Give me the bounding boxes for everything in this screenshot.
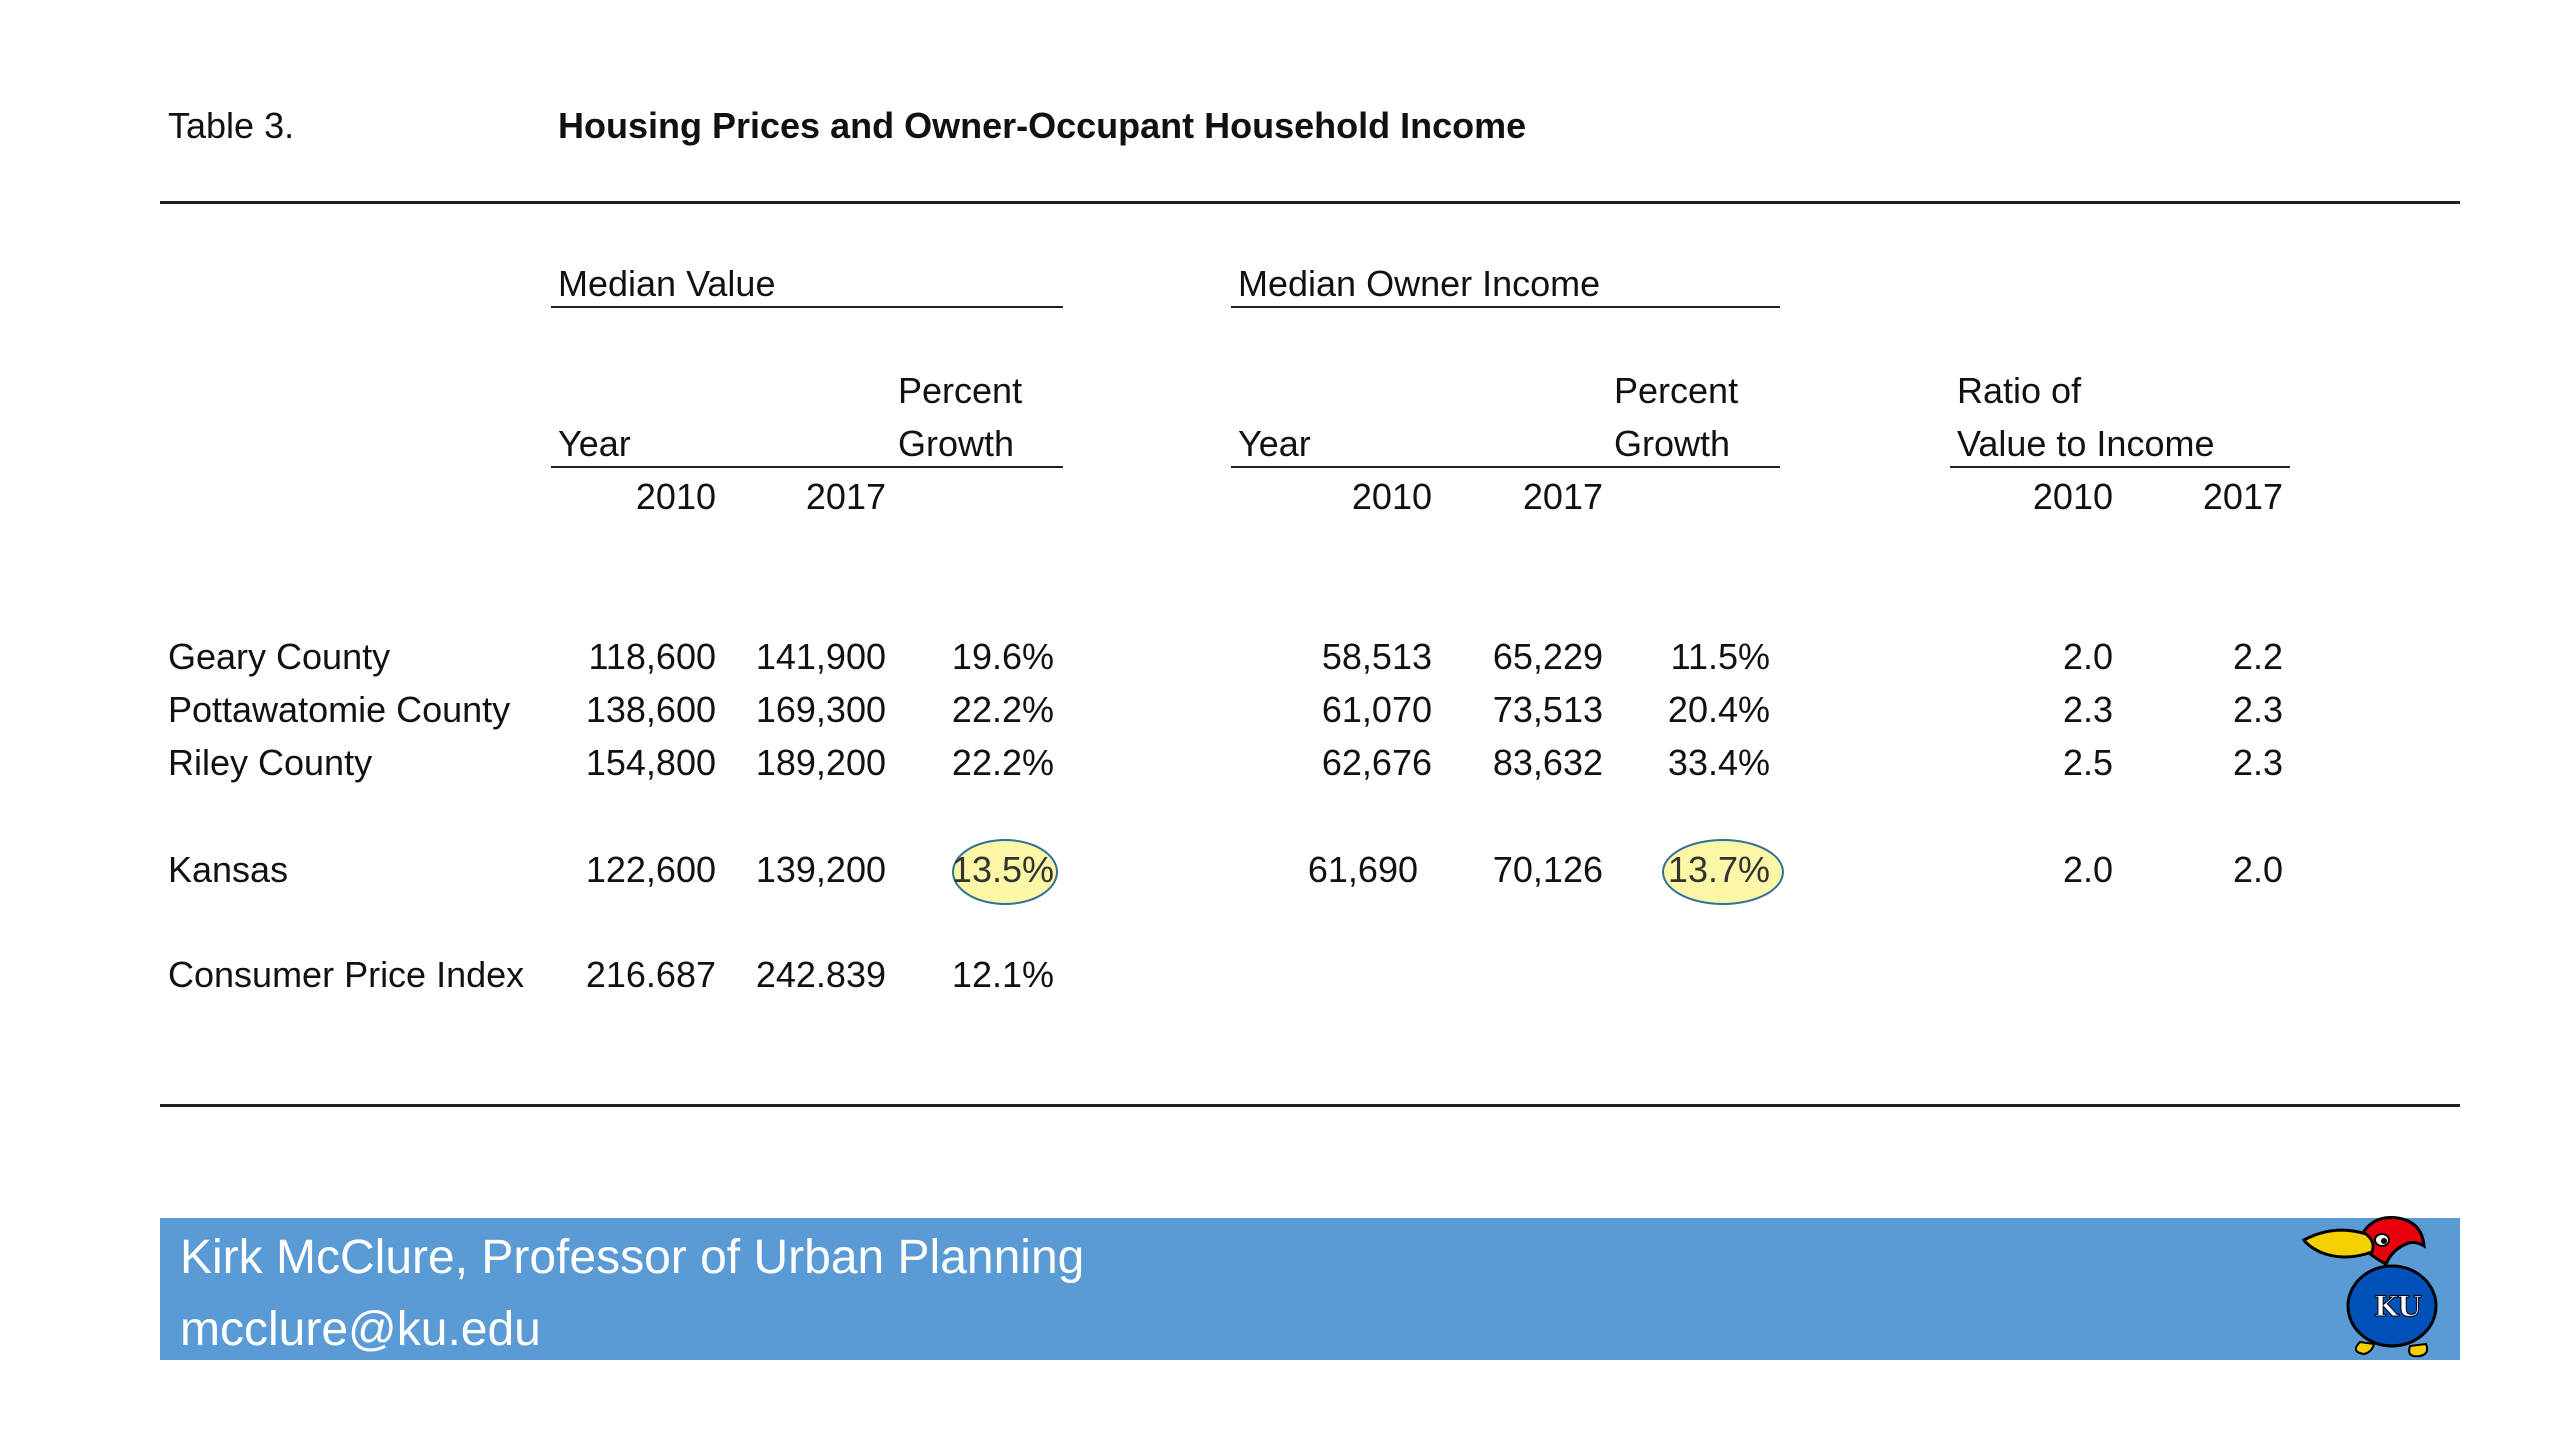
row-geary-value-2017: 141,900 xyxy=(755,636,886,677)
ratio-label-line2: Value to Income xyxy=(1957,423,2215,464)
row-riley-ratio-2010: 2.5 xyxy=(2062,742,2113,783)
median-income-underline xyxy=(1231,306,1780,308)
ratio-underline xyxy=(1950,466,2290,468)
row-geary-name: Geary County xyxy=(168,636,391,677)
value-2017-header: 2017 xyxy=(805,476,886,517)
row-geary-income-growth: 11.5% xyxy=(1670,636,1770,677)
highlight-ellipse-value-growth xyxy=(952,839,1058,905)
row-pottawatomie-value-2010: 138,600 xyxy=(585,689,716,730)
income-growth-label: Growth xyxy=(1614,423,1731,464)
row-pottawatomie-ratio-2017: 2.3 xyxy=(2232,689,2283,730)
row-cpi-name: Consumer Price Index xyxy=(168,954,525,995)
row-kansas-income-2010: 61,690 xyxy=(1307,849,1418,890)
top-rule xyxy=(160,201,2460,204)
row-riley-income-2010: 62,676 xyxy=(1321,742,1432,783)
row-riley-value-growth: 22.2% xyxy=(951,742,1054,783)
row-pottawatomie-value-2017: 169,300 xyxy=(755,689,886,730)
income-year-label: Year xyxy=(1238,423,1311,464)
row-pottawatomie-ratio-2010: 2.3 xyxy=(2062,689,2113,730)
row-riley-income-growth: 33.4% xyxy=(1667,742,1770,783)
ratio-label-line1: Ratio of xyxy=(1957,370,2082,411)
highlight-ellipse-income-growth xyxy=(1662,839,1784,905)
row-kansas-ratio-2017: 2.0 xyxy=(2232,849,2283,890)
row-pottawatomie-income-2017: 73,513 xyxy=(1492,689,1603,730)
row-riley-income-2017: 83,632 xyxy=(1492,742,1603,783)
value-percent-label: Percent xyxy=(898,370,1023,411)
income-percent-label: Percent xyxy=(1614,370,1739,411)
row-geary-ratio-2017: 2.2 xyxy=(2232,636,2283,677)
row-geary-value-2010: 118,600 xyxy=(588,636,716,677)
row-kansas-value-2017: 139,200 xyxy=(755,849,886,890)
row-pottawatomie-income-growth: 20.4% xyxy=(1667,689,1770,730)
jayhawk-mascot-icon: KU xyxy=(2301,1216,2438,1358)
row-riley-value-2017: 189,200 xyxy=(755,742,886,783)
group-median-owner-income: Median Owner Income xyxy=(1238,263,1601,304)
value-year-label: Year xyxy=(558,423,631,464)
row-kansas-income-growth: 13.7% xyxy=(1667,849,1770,890)
row-geary-ratio-2010: 2.0 xyxy=(2062,636,2113,677)
row-kansas-income-2017: 70,126 xyxy=(1492,849,1603,890)
row-geary-income-2017: 65,229 xyxy=(1492,636,1603,677)
row-riley-ratio-2017: 2.3 xyxy=(2232,742,2283,783)
row-pottawatomie-value-growth: 22.2% xyxy=(951,689,1054,730)
row-kansas-name: Kansas xyxy=(168,849,289,890)
row-kansas-value-growth: 13.5% xyxy=(951,849,1054,890)
row-cpi-value-2017: 242.839 xyxy=(755,954,886,995)
row-geary-value-growth: 19.6% xyxy=(951,636,1054,677)
income-2017-header: 2017 xyxy=(1522,476,1603,517)
footer-email[interactable]: mcclure@ku.edu xyxy=(180,1303,541,1356)
income-2010-header: 2010 xyxy=(1351,476,1432,517)
bottom-rule xyxy=(160,1104,2460,1107)
table-label: Table 3. xyxy=(168,105,295,146)
row-cpi-value-2010: 216.687 xyxy=(585,954,716,995)
ratio-2017-header: 2017 xyxy=(2202,476,2283,517)
row-pottawatomie-name: Pottawatomie County xyxy=(168,689,511,730)
logo-text: KU xyxy=(2374,1290,2422,1323)
footer-banner: Kirk McClure, Professor of Urban Plannin… xyxy=(160,1216,2460,1360)
row-cpi-growth: 12.1% xyxy=(951,954,1054,995)
group-median-value: Median Value xyxy=(558,263,776,304)
row-pottawatomie-income-2010: 61,070 xyxy=(1321,689,1432,730)
median-value-underline xyxy=(551,306,1063,308)
value-2010-header: 2010 xyxy=(635,476,716,517)
row-riley-name: Riley County xyxy=(168,742,373,783)
row-kansas-value-2010: 122,600 xyxy=(585,849,716,890)
footer-author: Kirk McClure, Professor of Urban Plannin… xyxy=(180,1231,1085,1284)
row-geary-income-2010: 58,513 xyxy=(1321,636,1432,677)
row-kansas-ratio-2010: 2.0 xyxy=(2062,849,2113,890)
row-riley-value-2010: 154,800 xyxy=(585,742,716,783)
value-subheader-underline xyxy=(551,466,1063,468)
income-subheader-underline xyxy=(1231,466,1780,468)
table-title: Housing Prices and Owner-Occupant Househ… xyxy=(558,105,1527,146)
ratio-2010-header: 2010 xyxy=(2032,476,2113,517)
value-growth-label: Growth xyxy=(898,423,1015,464)
